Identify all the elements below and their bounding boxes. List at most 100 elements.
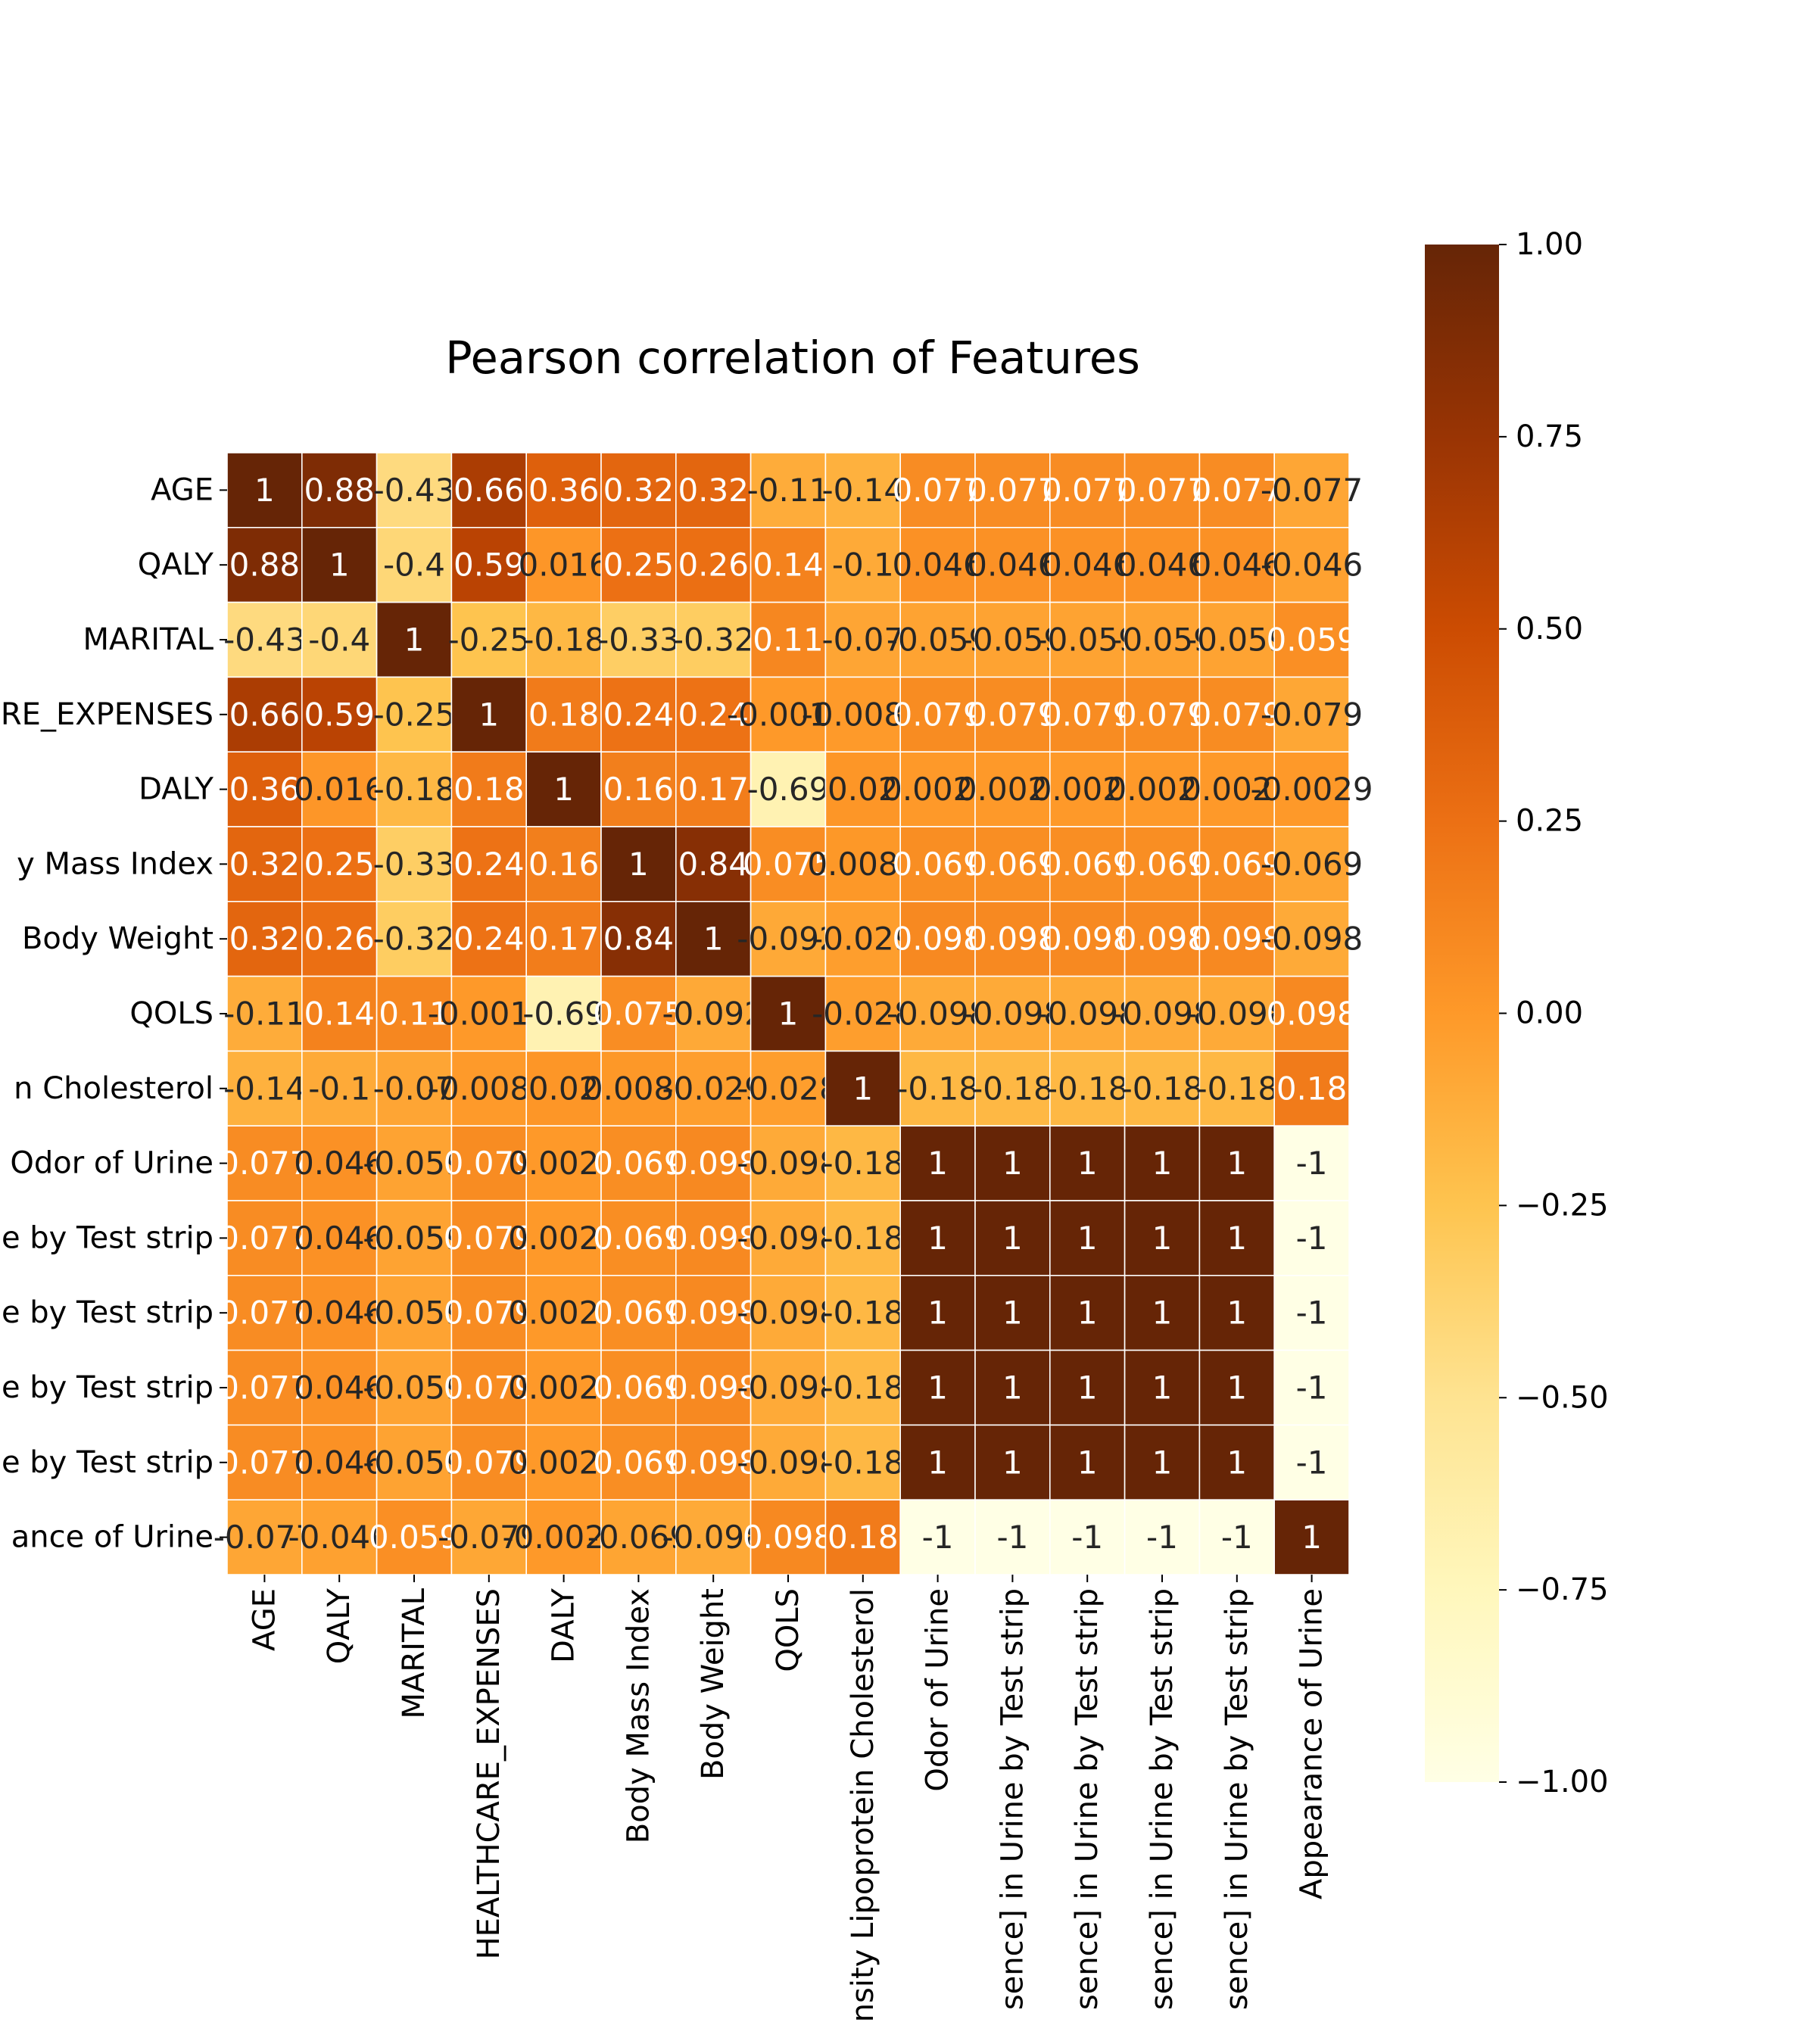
heatmap-cell-label: 0.069 <box>1042 846 1133 883</box>
heatmap-cell-label: 0.059 <box>1266 622 1357 659</box>
heatmap-cell <box>450 1424 528 1501</box>
heatmap-cell <box>899 1499 976 1575</box>
heatmap-cell-label: 0.079 <box>444 1220 535 1257</box>
heatmap-cell-label: 1 <box>553 771 574 808</box>
heatmap-cell <box>899 526 976 603</box>
heatmap-cell <box>376 975 453 1052</box>
heatmap-cell <box>226 1200 303 1276</box>
heatmap-cell <box>1273 1125 1350 1201</box>
heatmap-cell <box>1198 601 1276 678</box>
heatmap-cell-label: 0.046 <box>294 1145 385 1182</box>
y-axis-tick-label: e by Test strip <box>2 1445 213 1480</box>
heatmap-cell <box>899 751 976 827</box>
heatmap-cell-label: -0.18 <box>821 1444 904 1481</box>
heatmap-cell-label: 0.077 <box>219 1444 310 1481</box>
heatmap-cell-label: -1 <box>1071 1519 1103 1556</box>
heatmap-cell <box>899 1200 976 1276</box>
heatmap-cell-label: 0.36 <box>528 472 600 509</box>
heatmap-cell <box>226 526 303 603</box>
heatmap-cell-label: -0.69 <box>747 771 830 808</box>
heatmap-cell-label: -0.098 <box>737 1145 839 1182</box>
heatmap-cell-label: -0.079 <box>1261 696 1363 733</box>
heatmap-cell-label: -0.0029 <box>1251 771 1373 808</box>
heatmap-cell <box>974 601 1051 678</box>
heatmap-cell-label: -0.11 <box>223 996 306 1033</box>
heatmap-cell-label: 1 <box>404 622 425 659</box>
heatmap-cell <box>525 1050 602 1127</box>
y-axis-tick-label: n Cholesterol <box>14 1071 213 1106</box>
heatmap-cell-label: 0.075 <box>593 996 684 1033</box>
heatmap-cell-label: 1 <box>1301 1519 1322 1556</box>
heatmap-cell <box>750 1200 827 1276</box>
heatmap-cell <box>301 452 378 528</box>
x-axis-tick-label: sence] in Urine by Test strip <box>1220 1588 1254 2010</box>
heatmap-cell-label: 0.098 <box>1117 921 1208 958</box>
heatmap-cell <box>600 452 677 528</box>
heatmap-cell-label: 1 <box>1152 1295 1173 1332</box>
heatmap-cell-label: 1 <box>927 1369 948 1407</box>
heatmap-cell-label: 0.17 <box>528 921 600 958</box>
heatmap-cell <box>824 676 902 753</box>
heatmap-cell <box>1124 826 1201 902</box>
heatmap-cell-label: -0.32 <box>672 622 755 659</box>
heatmap-cell <box>974 1125 1051 1201</box>
heatmap-cell-label: -0.32 <box>373 921 456 958</box>
heatmap-cell <box>301 901 378 977</box>
heatmap-cell-label: 1 <box>927 1295 948 1332</box>
heatmap-cell <box>824 1499 902 1575</box>
heatmap-cell <box>899 452 976 528</box>
heatmap-cell-label: 0.11 <box>753 622 824 659</box>
heatmap-cell <box>1124 676 1201 753</box>
heatmap-cell <box>675 1499 752 1575</box>
heatmap-cell-label: -0.098 <box>737 1369 839 1407</box>
heatmap-cell-label: -0.092 <box>662 996 764 1033</box>
heatmap-cell-label: -0.4 <box>308 622 370 659</box>
heatmap-cell-label: -1 <box>1296 1220 1328 1257</box>
heatmap-cell-label: 0.077 <box>892 472 983 509</box>
heatmap-cell <box>450 1200 528 1276</box>
heatmap-cell-label: 0.098 <box>668 1369 759 1407</box>
x-axis-tick-labels: AGE QALY MARITAL HEALTHCARE_EXPENSES DALY Bod… <box>247 1575 1329 2022</box>
heatmap-cell <box>675 1275 752 1351</box>
heatmap-cell <box>1273 676 1350 753</box>
heatmap-cell-label: 0.24 <box>678 696 749 733</box>
heatmap-cell-label: -0.098 <box>1186 996 1288 1033</box>
heatmap-cell-label: 0.11 <box>379 996 450 1033</box>
heatmap-cell <box>750 975 827 1052</box>
heatmap-cell <box>750 1349 827 1426</box>
heatmap-cell-label: -0.07 <box>373 1070 456 1107</box>
heatmap-cell <box>1049 826 1126 902</box>
heatmap-cell-label: 0.26 <box>304 921 375 958</box>
heatmap-cell-label: 0.88 <box>229 547 301 584</box>
heatmap-cell-label: 1 <box>1152 1444 1173 1481</box>
heatmap-cell <box>824 901 902 977</box>
heatmap-cell-label: 0.18 <box>453 771 525 808</box>
chart-title: Pearson correlation of Features <box>445 332 1140 384</box>
heatmap-cell <box>1273 1050 1350 1127</box>
colorbar-tick-label: −0.50 <box>1516 1380 1609 1415</box>
heatmap-cell-label: -0.059 <box>1036 622 1138 659</box>
heatmap-cell <box>675 1424 752 1501</box>
heatmap-cell-label: 1 <box>778 996 799 1033</box>
heatmap-cell-label: 0.069 <box>593 1295 684 1332</box>
heatmap-cell <box>226 452 303 528</box>
y-axis-tick-label: MARITAL <box>83 622 214 657</box>
heatmap-cell <box>974 1349 1051 1426</box>
heatmap-cell-label: 0.077 <box>219 1295 310 1332</box>
heatmap-cell-label: -0.059 <box>1111 622 1213 659</box>
heatmap-cell <box>525 751 602 827</box>
heatmap-cell <box>899 901 976 977</box>
heatmap-cell-label: -0.028 <box>737 1070 839 1107</box>
heatmap-cell <box>600 1499 677 1575</box>
heatmap-cell <box>1198 1424 1276 1501</box>
heatmap-cell-label: 0.069 <box>593 1444 684 1481</box>
heatmap-cell-label: -0.098 <box>1261 921 1363 958</box>
heatmap-cell-label: 0.25 <box>304 846 375 883</box>
heatmap-cell <box>600 751 677 827</box>
heatmap-cell <box>226 901 303 977</box>
heatmap-cell <box>899 601 976 678</box>
heatmap-cell <box>301 1050 378 1127</box>
heatmap-cell-label: 0.32 <box>678 472 749 509</box>
heatmap-cell-label: 1 <box>1002 1444 1023 1481</box>
heatmap-cell <box>899 1424 976 1501</box>
